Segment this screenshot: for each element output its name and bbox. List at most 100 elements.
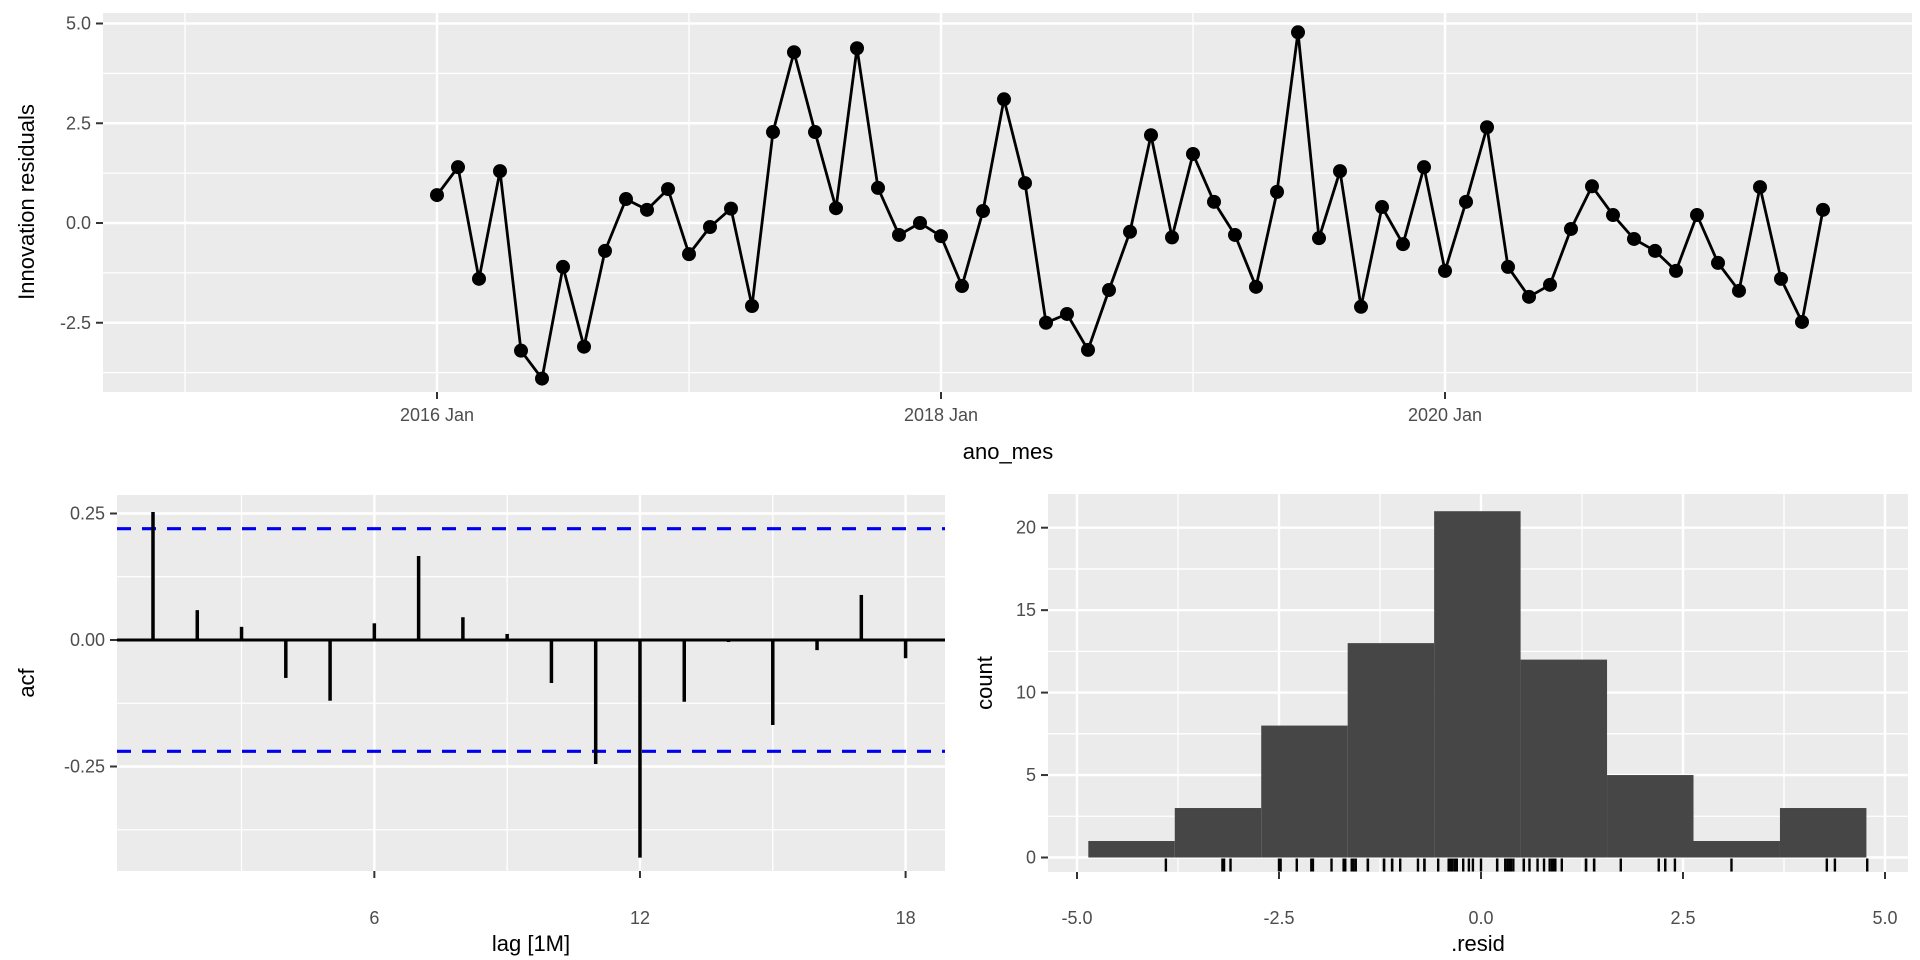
histogram-bar <box>1347 643 1435 858</box>
histogram-bar <box>1261 725 1348 858</box>
data-point <box>1081 342 1095 357</box>
tick-label: 5.0 <box>66 14 91 34</box>
histogram-bar <box>1520 659 1608 858</box>
data-point <box>724 201 738 216</box>
tick-label: -2.5 <box>60 313 91 333</box>
data-point <box>1732 283 1746 298</box>
tick-label: 6 <box>369 908 379 928</box>
data-point <box>1669 263 1683 278</box>
data-point <box>913 216 927 230</box>
data-point <box>1438 263 1452 278</box>
data-point <box>850 41 864 56</box>
plot-panel <box>117 495 945 871</box>
tick-label: 2020 Jan <box>1408 405 1482 425</box>
tick-label: 5 <box>1026 765 1036 785</box>
data-point <box>829 201 843 216</box>
data-point <box>1459 194 1473 209</box>
data-point <box>1522 289 1536 304</box>
tick-label: 2016 Jan <box>400 405 474 425</box>
data-point <box>1102 283 1116 298</box>
data-point <box>1627 231 1641 246</box>
tick-label: 0.00 <box>70 630 105 650</box>
tick-label: -5.0 <box>1061 908 1092 928</box>
tick-label: 2.5 <box>66 113 91 133</box>
data-point <box>1060 306 1074 321</box>
data-point <box>577 339 591 354</box>
data-point <box>871 180 885 195</box>
data-point <box>1816 202 1830 217</box>
data-point <box>598 243 612 258</box>
tick-label: 5.0 <box>1872 908 1897 928</box>
data-point <box>1753 180 1767 195</box>
tick-label: 2.5 <box>1670 908 1695 928</box>
data-point <box>1690 208 1704 223</box>
data-point <box>1795 314 1809 329</box>
data-point <box>1018 176 1032 191</box>
data-point <box>1585 179 1599 194</box>
tick-label: 0.25 <box>70 504 105 524</box>
data-point <box>1333 164 1347 179</box>
tick-label: 12 <box>630 908 650 928</box>
data-point <box>661 182 675 197</box>
data-point <box>1564 221 1578 236</box>
tick-label: -0.25 <box>64 757 105 777</box>
histogram-bar <box>1693 841 1780 858</box>
histogram-bar <box>1088 841 1175 858</box>
data-point <box>682 247 696 262</box>
tick-label: 2018 Jan <box>904 405 978 425</box>
data-point <box>1543 277 1557 292</box>
data-point <box>934 229 948 244</box>
data-point <box>556 259 570 274</box>
tick-label: 0.0 <box>1468 908 1493 928</box>
data-point <box>1417 160 1431 175</box>
tick-label: 10 <box>1016 683 1036 703</box>
tick-label: 0.0 <box>66 213 91 233</box>
data-point <box>1165 230 1179 245</box>
data-point <box>1312 231 1326 246</box>
data-point <box>1501 259 1515 274</box>
tick-label: 0 <box>1026 848 1036 868</box>
data-point <box>892 227 906 242</box>
data-point <box>1123 224 1137 239</box>
tick-label: -2.5 <box>1263 908 1294 928</box>
data-point <box>430 188 444 203</box>
data-point <box>997 92 1011 107</box>
tick-label: 20 <box>1016 518 1036 538</box>
data-point <box>1039 315 1053 330</box>
data-point <box>493 164 507 179</box>
data-point <box>472 271 486 286</box>
data-point <box>535 371 549 386</box>
data-point <box>1249 279 1263 294</box>
data-point <box>1375 200 1389 215</box>
data-point <box>640 202 654 217</box>
data-point <box>1774 271 1788 286</box>
data-point <box>1270 184 1284 199</box>
data-point <box>1207 194 1221 209</box>
data-point <box>1144 128 1158 143</box>
histogram-bar <box>1607 775 1694 858</box>
data-point <box>514 343 528 358</box>
data-point <box>451 160 465 175</box>
data-point <box>808 125 822 140</box>
data-point <box>955 279 969 294</box>
data-point <box>976 204 990 219</box>
data-point <box>1396 237 1410 252</box>
data-point <box>766 125 780 140</box>
data-point <box>619 192 633 207</box>
tick-label: 15 <box>1016 600 1036 620</box>
data-point <box>1186 146 1200 161</box>
data-point <box>1648 243 1662 258</box>
data-point <box>745 298 759 313</box>
histogram-bar <box>1779 808 1867 858</box>
data-point <box>703 219 717 234</box>
data-point <box>1606 208 1620 223</box>
data-point <box>1291 25 1305 40</box>
tick-label: 18 <box>896 908 916 928</box>
histogram-bar <box>1434 511 1521 858</box>
data-point <box>1711 255 1725 270</box>
data-point <box>1228 227 1242 242</box>
histogram-bar <box>1174 808 1262 858</box>
data-point <box>787 45 801 60</box>
